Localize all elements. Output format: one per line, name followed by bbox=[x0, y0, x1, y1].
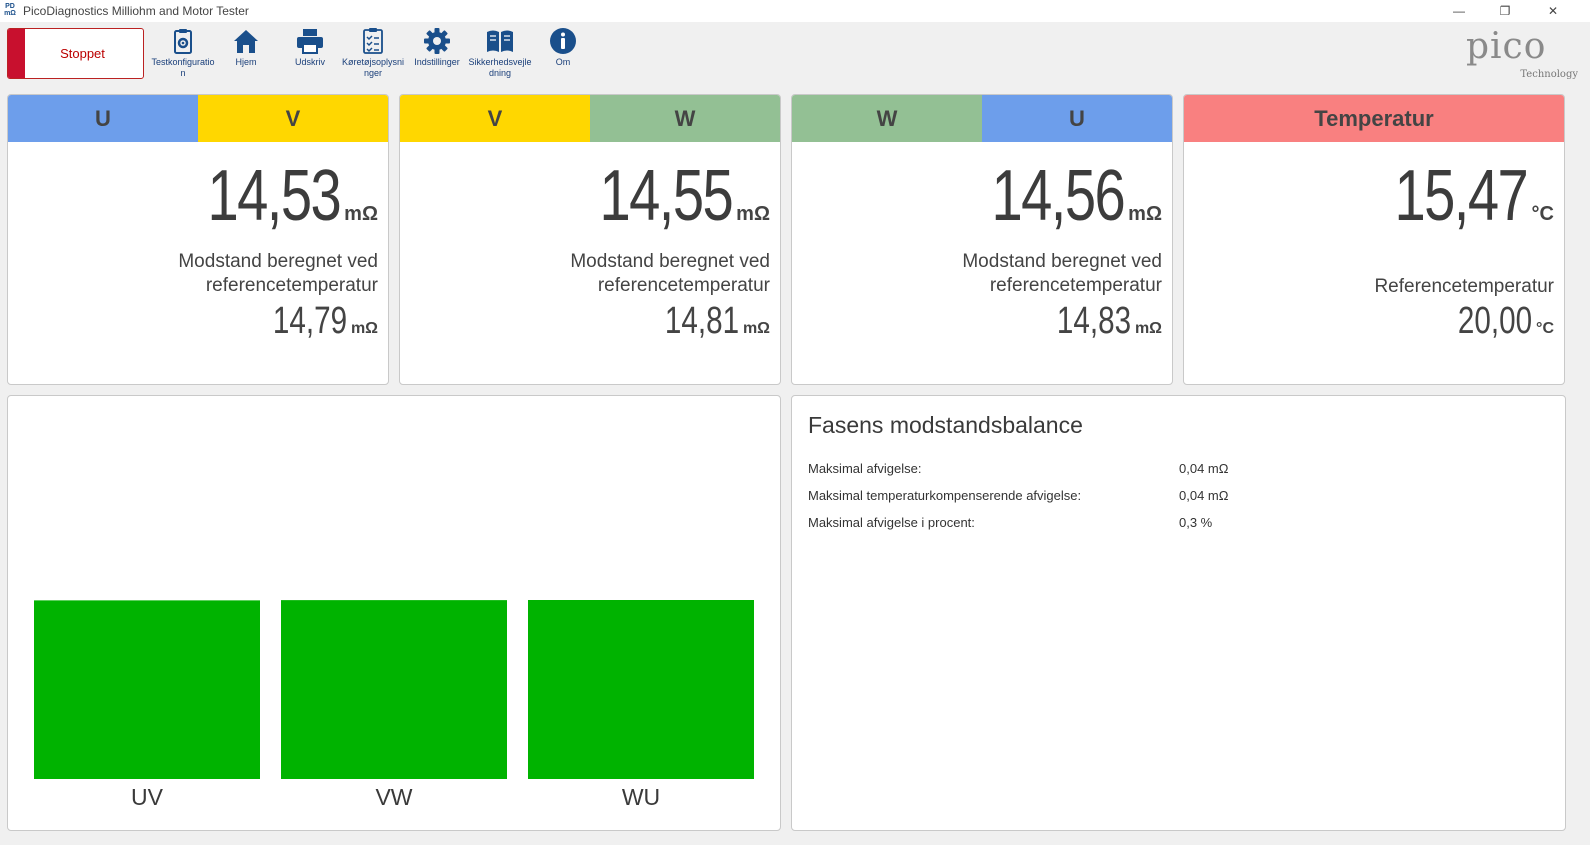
pico-logo-sub: Technology bbox=[1520, 69, 1578, 80]
ref-description: Modstand beregnet ved referencetemperatu… bbox=[570, 250, 770, 298]
home-label: Hjem bbox=[235, 57, 257, 67]
home-icon bbox=[234, 30, 258, 53]
balance-chart-svg: UV VW WU bbox=[34, 600, 754, 810]
safety-guide-label: Sikkerhedsvejledning bbox=[468, 57, 532, 78]
pico-logo-word: pico bbox=[1466, 26, 1547, 67]
card-uv-ref-reading: 14,79 mΩ bbox=[252, 300, 378, 343]
ref-temperature-value: 20,00 bbox=[1457, 300, 1533, 342]
ref-description: Modstand beregnet ved referencetemperatu… bbox=[962, 250, 1162, 298]
title-bar: PD mΩ PicoDiagnostics Milliohm and Motor… bbox=[0, 0, 1590, 22]
phase-v-header: V bbox=[198, 95, 388, 142]
print-label: Udskriv bbox=[294, 57, 325, 67]
bar-wu bbox=[528, 600, 754, 779]
max-deviation-label: Maksimal afvigelse: bbox=[808, 461, 922, 476]
app-logo-icon: PD mΩ bbox=[4, 3, 16, 17]
balance-chart: UV VW WU bbox=[7, 395, 781, 831]
max-deviation-value: 0,04 mΩ bbox=[1179, 461, 1229, 476]
card-uv: U V 14,53 mΩ Modstand beregnet ved refer… bbox=[7, 94, 389, 385]
card-uv-reading: 14,53 mΩ bbox=[170, 155, 378, 237]
ref-resistance-value: 14,81 bbox=[664, 300, 739, 342]
temperature-header: Temperatur bbox=[1184, 95, 1564, 142]
stop-button[interactable]: Stoppet bbox=[7, 28, 144, 79]
card-vw-reading: 14,55 mΩ bbox=[562, 155, 770, 237]
bar-label-uv: UV bbox=[131, 784, 164, 810]
temperature-unit: °C bbox=[1531, 203, 1554, 225]
card-vw: V W 14,55 mΩ Modstand beregnet ved refer… bbox=[399, 94, 781, 385]
balance-panel: Fasens modstandsbalance Maksimal afvigel… bbox=[791, 395, 1566, 831]
ref-description-line1: Modstand beregnet ved bbox=[570, 251, 770, 272]
max-temp-comp-deviation-value: 0,04 mΩ bbox=[1179, 488, 1229, 503]
card-temperature-header: Temperatur bbox=[1184, 95, 1564, 142]
temperature-reading: 15,47 °C bbox=[1357, 155, 1554, 237]
ref-description-line2: referencetemperatur bbox=[989, 275, 1162, 296]
ref-temperature-unit: °C bbox=[1536, 320, 1554, 337]
bar-label-vw: VW bbox=[375, 784, 412, 810]
about-label: Om bbox=[555, 57, 571, 67]
ref-description-line2: referencetemperatur bbox=[205, 275, 378, 296]
balance-title: Fasens modstandsbalance bbox=[808, 412, 1083, 438]
card-wu: W U 14,56 mΩ Modstand beregnet ved refer… bbox=[791, 94, 1173, 385]
ref-resistance-value: 14,79 bbox=[272, 300, 347, 342]
stop-indicator bbox=[8, 29, 25, 78]
resistance-value: 14,56 bbox=[991, 156, 1125, 236]
ref-resistance-unit: mΩ bbox=[350, 320, 378, 337]
ref-resistance-value: 14,83 bbox=[1056, 300, 1131, 342]
bar-uv bbox=[34, 600, 260, 779]
card-uv-header: U V bbox=[8, 95, 388, 142]
card-wu-ref-reading: 14,83 mΩ bbox=[1036, 300, 1162, 343]
ref-resistance-unit: mΩ bbox=[1134, 320, 1162, 337]
clipboard-gear-icon bbox=[174, 29, 192, 54]
ref-description-line2: referencetemperatur bbox=[597, 275, 770, 296]
resistance-value: 14,53 bbox=[207, 156, 341, 236]
card-vw-ref-reading: 14,81 mΩ bbox=[644, 300, 770, 343]
ref-resistance-unit: mΩ bbox=[742, 320, 770, 337]
printer-icon bbox=[297, 29, 323, 54]
book-icon bbox=[487, 30, 513, 52]
resistance-value: 14,55 bbox=[599, 156, 733, 236]
resistance-unit: mΩ bbox=[736, 203, 770, 225]
pico-logo: pico Technology bbox=[1462, 26, 1580, 82]
phase-v-header: V bbox=[400, 95, 590, 142]
toolbar: Stoppet Testkonfiguration Hjem Udskriv bbox=[0, 22, 1590, 84]
max-deviation-percent-value: 0,3 % bbox=[1179, 515, 1213, 530]
max-temp-comp-deviation-label: Maksimal temperaturkompenserende afvigel… bbox=[808, 488, 1082, 503]
card-wu-header: W U bbox=[792, 95, 1172, 142]
test-config-button[interactable]: Testkonfiguration bbox=[150, 26, 216, 82]
settings-button[interactable]: Indstillinger bbox=[404, 26, 470, 82]
phase-w-header: W bbox=[792, 95, 982, 142]
max-deviation-percent-label: Maksimal afvigelse i procent: bbox=[808, 515, 975, 530]
card-vw-header: V W bbox=[400, 95, 780, 142]
close-button[interactable]: ✕ bbox=[1547, 4, 1559, 18]
bar-vw bbox=[281, 600, 507, 779]
ref-temperature-label: Referencetemperatur bbox=[1374, 276, 1554, 297]
card-temperature: Temperatur 15,47 °C Referencetemperatur … bbox=[1183, 94, 1565, 385]
test-config-label: Testkonfiguration bbox=[151, 57, 215, 78]
resistance-unit: mΩ bbox=[1128, 203, 1162, 225]
temperature-value: 15,47 bbox=[1394, 156, 1529, 236]
phase-u-header: U bbox=[8, 95, 198, 142]
vehicle-info-label: Køretøjsoplysninger bbox=[341, 57, 404, 78]
ref-description-line1: Modstand beregnet ved bbox=[178, 251, 378, 272]
home-button[interactable]: Hjem bbox=[213, 26, 279, 82]
settings-label: Indstillinger bbox=[414, 57, 460, 67]
minimize-button[interactable]: — bbox=[1453, 4, 1465, 18]
about-button[interactable]: Om bbox=[530, 26, 596, 82]
vehicle-info-button[interactable]: Køretøjsoplysninger bbox=[340, 26, 406, 82]
window-title: PicoDiagnostics Milliohm and Motor Teste… bbox=[23, 4, 249, 18]
ref-description: Modstand beregnet ved referencetemperatu… bbox=[178, 250, 378, 298]
info-icon bbox=[550, 28, 576, 54]
phase-w-header: W bbox=[590, 95, 780, 142]
resistance-unit: mΩ bbox=[344, 203, 378, 225]
bar-label-wu: WU bbox=[622, 784, 660, 810]
stop-label: Stoppet bbox=[60, 46, 105, 61]
phase-u-header: U bbox=[982, 95, 1172, 142]
print-button[interactable]: Udskriv bbox=[277, 26, 343, 82]
safety-guide-button[interactable]: Sikkerhedsvejledning bbox=[467, 26, 533, 82]
restore-button[interactable]: ❐ bbox=[1499, 4, 1511, 18]
ref-temperature-reading: 20,00 °C bbox=[1437, 300, 1554, 343]
gear-icon bbox=[424, 28, 450, 54]
card-wu-reading: 14,56 mΩ bbox=[954, 155, 1162, 237]
checklist-icon bbox=[363, 28, 383, 54]
ref-description-line1: Modstand beregnet ved bbox=[962, 251, 1162, 272]
